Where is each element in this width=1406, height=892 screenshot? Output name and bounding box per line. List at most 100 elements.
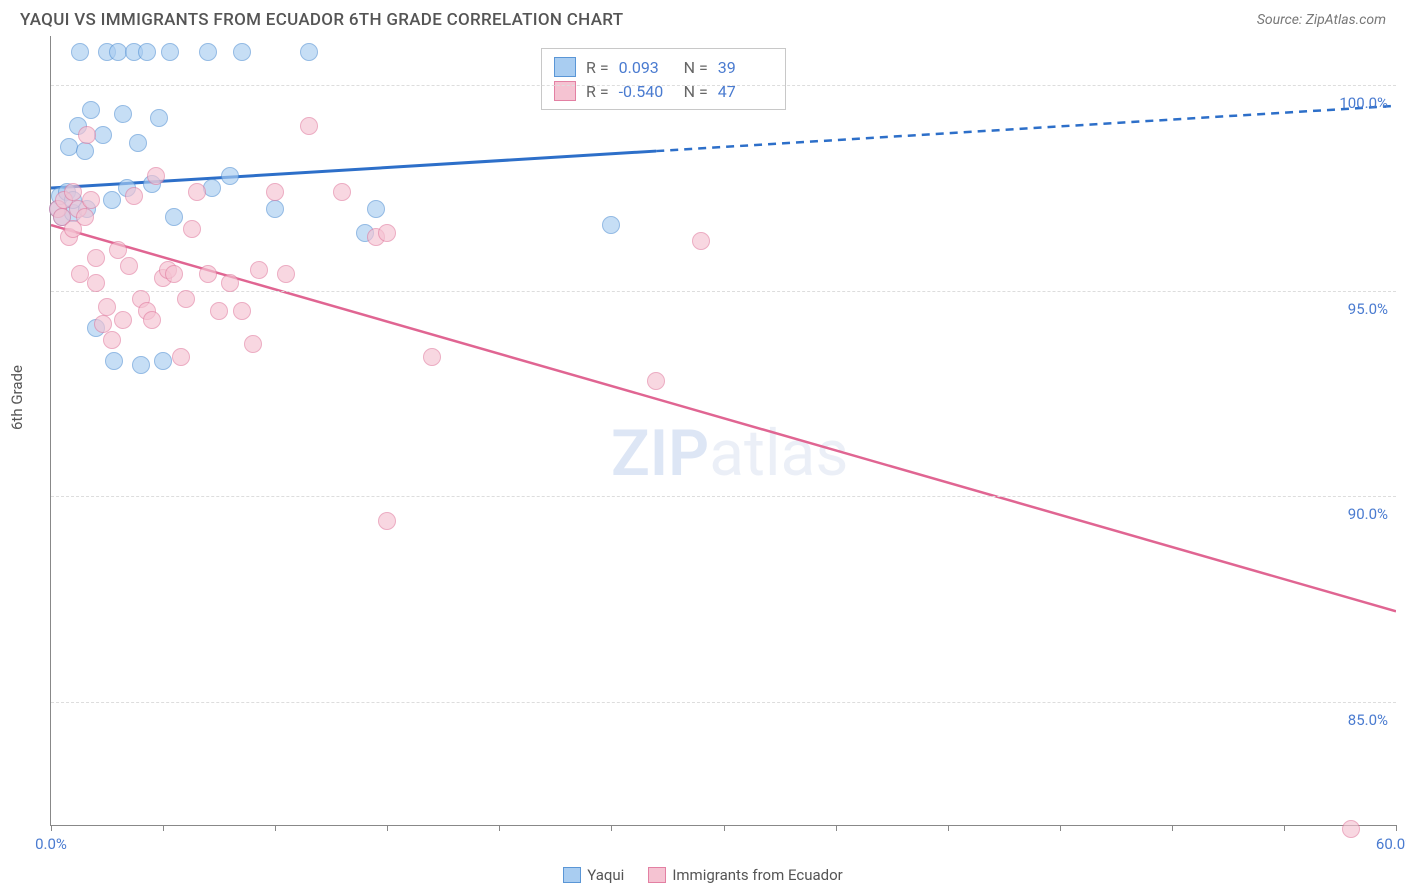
data-point [78, 126, 96, 144]
data-point [103, 331, 121, 349]
data-point [103, 191, 121, 209]
r-label: R = [586, 58, 609, 77]
legend-item: Yaqui [563, 866, 624, 884]
data-point [378, 512, 396, 530]
trend-lines [51, 36, 1396, 825]
x-tick [1172, 825, 1173, 831]
data-point [1342, 820, 1360, 838]
data-point [300, 117, 318, 135]
data-point [172, 348, 190, 366]
y-tick-label: 90.0% [1348, 505, 1388, 523]
data-point [147, 167, 165, 185]
data-point [203, 179, 221, 197]
gridline [51, 85, 1396, 86]
chart-title: YAQUI VS IMMIGRANTS FROM ECUADOR 6TH GRA… [20, 10, 623, 30]
data-point [94, 315, 112, 333]
legend-label: Yaqui [587, 866, 624, 884]
data-point [150, 109, 168, 127]
data-point [76, 208, 94, 226]
legend-item: Immigrants from Ecuador [648, 866, 842, 884]
data-point [71, 43, 89, 61]
x-tick [275, 825, 276, 831]
x-tick [163, 825, 164, 831]
data-point [82, 101, 100, 119]
x-tick [1060, 825, 1061, 831]
data-point [161, 43, 179, 61]
x-tick [499, 825, 500, 831]
x-tick-label: 0.0% [35, 835, 67, 853]
data-point [647, 372, 665, 390]
data-point [165, 265, 183, 283]
gridline [51, 496, 1396, 497]
y-tick-label: 100.0% [1339, 94, 1388, 112]
watermark: ZIPatlas [611, 416, 848, 491]
gridline [51, 291, 1396, 292]
data-point [378, 224, 396, 242]
series-swatch [554, 81, 576, 101]
data-point [120, 257, 138, 275]
y-tick-label: 95.0% [1348, 300, 1388, 318]
x-tick [51, 825, 52, 831]
data-point [109, 241, 127, 259]
data-point [64, 183, 82, 201]
data-point [132, 356, 150, 374]
data-point [183, 220, 201, 238]
data-point [333, 183, 351, 201]
data-point [98, 298, 116, 316]
data-point [154, 352, 172, 370]
data-point [199, 43, 217, 61]
data-point [188, 183, 206, 201]
data-point [143, 311, 161, 329]
correlation-stats-box: R = 0.093 N = 39 R = -0.540 N = 47 [541, 48, 786, 110]
data-point [87, 274, 105, 292]
data-point [300, 43, 318, 61]
data-point [210, 302, 228, 320]
data-point [125, 187, 143, 205]
data-point [244, 335, 262, 353]
r-value: 0.093 [619, 58, 674, 77]
data-point [94, 126, 112, 144]
x-tick [836, 825, 837, 831]
x-tick [948, 825, 949, 831]
chart-header: YAQUI VS IMMIGRANTS FROM ECUADOR 6TH GRA… [0, 0, 1406, 36]
data-point [692, 232, 710, 250]
data-point [221, 167, 239, 185]
n-label: N = [684, 58, 708, 77]
chart-legend: Yaqui Immigrants from Ecuador [0, 866, 1406, 884]
data-point [233, 302, 251, 320]
source-credit: Source: ZipAtlas.com [1257, 12, 1386, 28]
data-point [602, 216, 620, 234]
data-point [114, 311, 132, 329]
data-point [76, 142, 94, 160]
data-point [199, 265, 217, 283]
y-tick-label: 85.0% [1348, 711, 1388, 729]
data-point [105, 352, 123, 370]
x-tick [387, 825, 388, 831]
stats-row: R = 0.093 N = 39 [554, 55, 773, 79]
data-point [177, 290, 195, 308]
data-point [138, 43, 156, 61]
stats-row: R = -0.540 N = 47 [554, 79, 773, 103]
data-point [114, 105, 132, 123]
data-point [221, 274, 239, 292]
gridline [51, 702, 1396, 703]
y-axis-label: 6th Grade [8, 365, 26, 430]
x-tick-label: 60.0% [1376, 835, 1406, 853]
x-tick [1396, 825, 1397, 831]
x-tick [1284, 825, 1285, 831]
data-point [82, 191, 100, 209]
data-point [233, 43, 251, 61]
data-point [423, 348, 441, 366]
legend-swatch [648, 867, 666, 883]
n-value: 39 [718, 58, 773, 77]
chart-plot-area: ZIPatlas R = 0.093 N = 39 R = -0.540 N =… [50, 36, 1396, 826]
x-tick [724, 825, 725, 831]
x-tick [611, 825, 612, 831]
legend-swatch [563, 867, 581, 883]
data-point [266, 183, 284, 201]
data-point [87, 249, 105, 267]
data-point [367, 200, 385, 218]
series-swatch [554, 57, 576, 77]
data-point [165, 208, 183, 226]
data-point [250, 261, 268, 279]
